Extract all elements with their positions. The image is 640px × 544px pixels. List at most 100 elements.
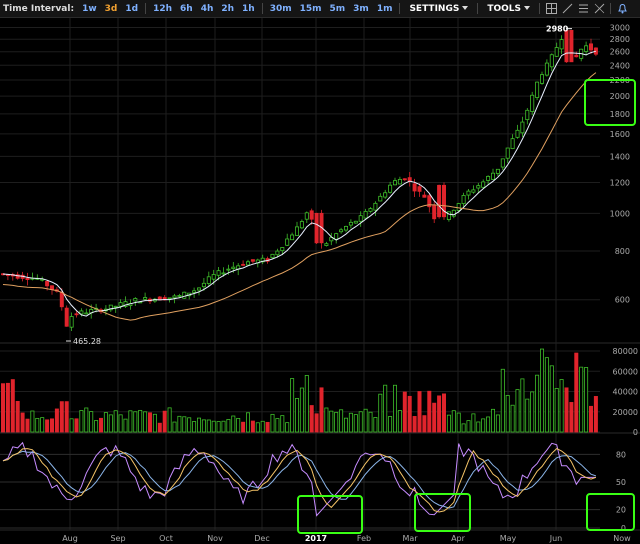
candle-body <box>172 295 177 299</box>
tools-menu-button[interactable]: TOOLS <box>481 4 536 14</box>
volume-bar <box>324 407 329 433</box>
volume-bar <box>108 414 113 433</box>
alert-bell-icon[interactable] <box>614 2 630 15</box>
candle-body <box>319 212 324 244</box>
volume-bar <box>520 378 525 433</box>
volume-bar <box>45 419 50 433</box>
long-moving-average <box>2 72 597 321</box>
volume-bar <box>392 384 397 433</box>
down-candle <box>5 274 10 281</box>
volume-bar <box>167 407 172 433</box>
volume-bar <box>177 415 182 433</box>
volume-panel <box>0 348 598 433</box>
candle-body <box>192 290 197 293</box>
crosshair-icon[interactable] <box>543 2 559 15</box>
up-candle <box>329 232 334 246</box>
volume-bar <box>471 413 476 433</box>
down-candle <box>574 51 579 58</box>
volume-bar <box>245 412 250 433</box>
candle-body <box>427 195 432 208</box>
eraser-icon[interactable] <box>591 2 607 15</box>
up-candle <box>579 48 584 62</box>
low-price-label: 465.28 <box>73 337 101 346</box>
candle-body <box>69 316 74 328</box>
up-candle <box>299 219 304 230</box>
month-label: Apr <box>451 534 466 543</box>
volume-bar <box>584 367 589 433</box>
interval-1w[interactable]: 1w <box>82 3 97 14</box>
up-candle <box>270 253 275 259</box>
down-candle <box>54 286 59 293</box>
fib-retracement-icon[interactable] <box>575 2 591 15</box>
candle-body <box>280 247 285 252</box>
interval-3d[interactable]: 3d <box>104 3 118 14</box>
down-candle <box>437 184 442 219</box>
toolbar-divider <box>261 3 263 14</box>
interval-1m[interactable]: 1m <box>376 3 393 14</box>
interval-3m[interactable]: 3m <box>353 3 369 14</box>
up-candle <box>358 211 363 227</box>
interval-1d[interactable]: 1d <box>125 3 139 14</box>
candle-body <box>466 190 471 196</box>
volume-bar <box>540 348 545 433</box>
highlight-annotations <box>297 79 636 534</box>
volume-bar <box>128 410 133 433</box>
up-candle <box>30 272 35 281</box>
volume-bar <box>123 418 128 433</box>
volume-bar <box>451 410 456 433</box>
price-tick-label: 1000 <box>610 209 630 218</box>
volume-tick-label: 0 <box>633 428 638 437</box>
volume-bar <box>476 421 481 433</box>
month-label: May <box>500 534 517 543</box>
up-candle <box>486 175 491 185</box>
volume-bar <box>255 422 260 433</box>
volume-bar <box>535 374 540 433</box>
volume-bar <box>216 421 221 433</box>
volume-bar <box>15 400 20 433</box>
settings-menu-button[interactable]: SETTINGS <box>403 4 474 14</box>
down-candle <box>402 178 407 182</box>
month-label: Nov <box>207 534 223 543</box>
volume-bar <box>265 421 270 433</box>
down-candle <box>319 209 324 249</box>
volume-bar <box>353 414 358 433</box>
candle-body <box>123 301 128 307</box>
interval-12h[interactable]: 12h <box>153 3 173 14</box>
interval-30m[interactable]: 30m <box>269 3 292 14</box>
candle-body <box>363 211 368 219</box>
tools-label: TOOLS <box>487 3 521 14</box>
candle-body <box>143 297 148 300</box>
interval-6h[interactable]: 6h <box>180 3 193 14</box>
interval-5m[interactable]: 5m <box>329 3 346 14</box>
volume-bar <box>113 410 118 433</box>
up-candle <box>383 189 388 199</box>
candle-body <box>358 215 363 222</box>
up-candle <box>343 225 348 233</box>
volume-bar <box>147 412 152 433</box>
candle-body <box>108 304 113 311</box>
line-draw-icon[interactable] <box>559 2 575 15</box>
up-candle <box>304 211 309 223</box>
interval-2h[interactable]: 2h <box>221 3 235 14</box>
stochastic-rsi-panel <box>2 441 597 517</box>
interval-15m[interactable]: 15m <box>299 3 322 14</box>
up-candle <box>554 42 559 57</box>
volume-bar <box>397 410 402 433</box>
volume-tick-label: 60000 <box>613 367 638 376</box>
price-tick-label: 2000 <box>610 92 630 101</box>
volume-bar <box>192 421 197 433</box>
candle-body <box>314 212 319 244</box>
down-candle <box>74 311 79 318</box>
candle-body <box>593 47 598 55</box>
up-candle <box>540 71 545 85</box>
volume-bar <box>206 419 211 433</box>
down-candle <box>417 183 422 197</box>
volume-bar <box>64 401 69 433</box>
interval-1h[interactable]: 1h <box>242 3 255 14</box>
interval-4h[interactable]: 4h <box>200 3 214 14</box>
candle-body <box>378 195 383 202</box>
volume-bar <box>280 415 285 433</box>
up-candle <box>339 227 344 234</box>
volume-bar <box>446 414 451 433</box>
